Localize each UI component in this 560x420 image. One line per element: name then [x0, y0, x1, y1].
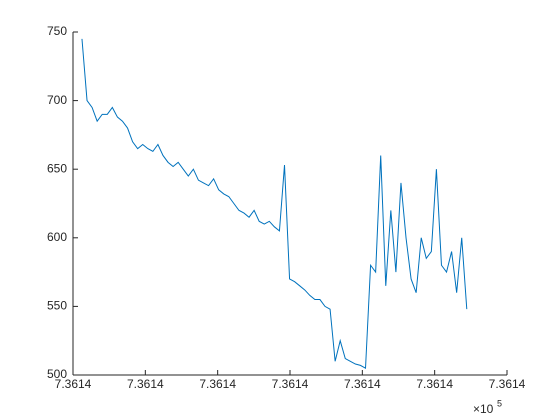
- x-tick-label: 7.3614: [344, 377, 381, 391]
- data-line: [81, 38, 468, 369]
- y-tick-label: 550: [47, 299, 67, 313]
- x-multiplier-exponent: 5: [497, 398, 502, 408]
- x-tick-label: 7.3614: [199, 377, 236, 391]
- x-tick-label: 7.3614: [272, 377, 309, 391]
- y-tick-label: 600: [47, 230, 67, 244]
- y-tick-label: 750: [47, 24, 67, 38]
- x-multiplier-base: ×10: [473, 402, 494, 416]
- y-tick-label: 500: [47, 367, 67, 381]
- x-tick-label: 7.3614: [416, 377, 453, 391]
- x-tick-label: 7.3614: [127, 377, 164, 391]
- x-tick-label: 7.3614: [55, 377, 92, 391]
- x-tick-label: 7.3614: [489, 377, 526, 391]
- y-tick-label: 650: [47, 161, 67, 175]
- y-tick-label: 700: [47, 93, 67, 107]
